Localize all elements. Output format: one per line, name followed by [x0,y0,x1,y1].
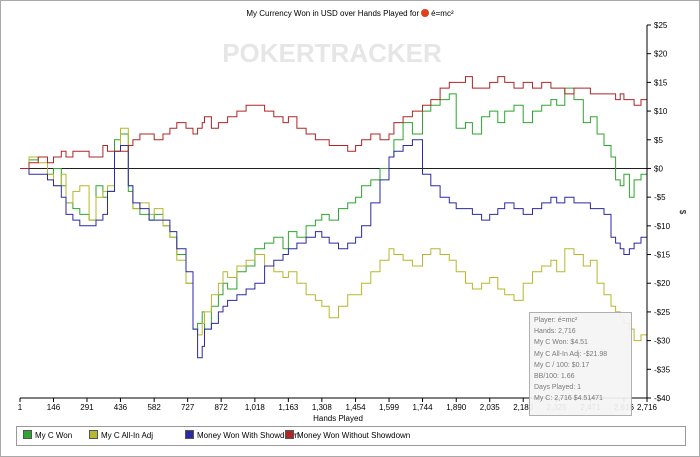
chart-title-text: My Currency Won in USD over Hands Played… [246,9,420,18]
tooltip-line: Player: é=mc² [534,317,578,324]
x-tick-label: 1 [18,403,23,412]
x-tick-label: 582 [147,403,161,412]
legend-swatch [185,430,194,439]
x-tick-label: 1,890 [446,403,467,412]
hover-tooltip: Player: é=mc² Hands: 2,716 My C Won: $4.51… [529,312,632,416]
series-line [20,127,648,342]
y-tick-label: $25 [654,21,668,30]
x-tick-label: 1,163 [278,403,299,412]
y-tick-label: -$25 [654,308,671,317]
legend: My C Won My C All-In Adj Money Won With Sh… [16,426,686,446]
tooltip-line: My C Won: $4.51 [534,339,588,347]
x-tick-label: 727 [181,403,195,412]
x-tick-label: 872 [214,403,228,412]
chart-title: My Currency Won in USD over Hands Played… [0,9,700,18]
y-tick-label: -$15 [654,251,671,260]
tooltip-line: Days Played: 1 [534,384,582,392]
y-tick-label: -$5 [654,193,666,202]
x-tick-label: 1,744 [413,403,434,412]
y-tick-label: -$20 [654,279,671,288]
x-tick-label: 2,180 [513,403,534,412]
x-tick-label: 146 [47,403,61,412]
series-group [20,76,648,359]
y-tick-label: $0 [654,164,663,173]
legend-swatch [23,430,32,439]
x-tick-label: 1,454 [346,403,367,412]
legend-swatch [285,430,294,439]
legend-label: My C Won [35,431,73,440]
x-tick-label: 1,599 [379,403,400,412]
tooltip-line: BB/100: 1.66 [534,372,575,380]
player-name: é=mc² [431,9,454,18]
series-line [20,139,648,359]
tooltip-line: My C: 2,716 $4.51471 [534,395,603,403]
y-tick-label: -$40 [654,394,671,403]
legend-swatch [89,430,98,439]
legend-item[interactable]: My C All-In Adj [89,430,153,440]
legend-label: Money Won Without Showdown [297,431,411,440]
tooltip-line: My C / 100: $0.17 [534,361,590,369]
x-tick-label: 1,308 [312,403,333,412]
legend-label: My C All-In Adj [101,431,154,440]
legend-label: Money Won With Showdown [197,431,300,440]
watermark: POKERTRACKER [222,38,442,68]
x-tick-label: 436 [114,403,128,412]
y-tick-label: $10 [654,107,668,116]
series-line [20,76,647,169]
x-axis-label: Hands Played [313,414,363,423]
legend-item[interactable]: My C Won [23,430,72,440]
y-tick-label: $20 [654,50,668,59]
legend-item[interactable]: Money Won Without Showdown [285,430,410,440]
y-tick-label: -$35 [654,365,671,374]
y-tick-label: -$10 [654,222,671,231]
y-tick-label: $5 [654,136,663,145]
tooltip-line: Hands: 2,716 [534,328,576,336]
series-line [20,87,648,330]
y-tick-label: -$30 [654,337,671,346]
tooltip-line: My C All-In Adj: -$21.98 [534,350,608,358]
x-tick-label: 291 [80,403,94,412]
pokertracker-player-icon [421,9,430,17]
y-tick-label: $15 [654,78,668,87]
legend-item[interactable]: Money Won With Showdown [185,430,299,440]
x-tick-label: 1,018 [245,403,266,412]
x-tick-label: 2,716 [637,403,658,412]
x-tick-label: 2,035 [480,403,501,412]
y-axis-label: $ [678,210,687,215]
